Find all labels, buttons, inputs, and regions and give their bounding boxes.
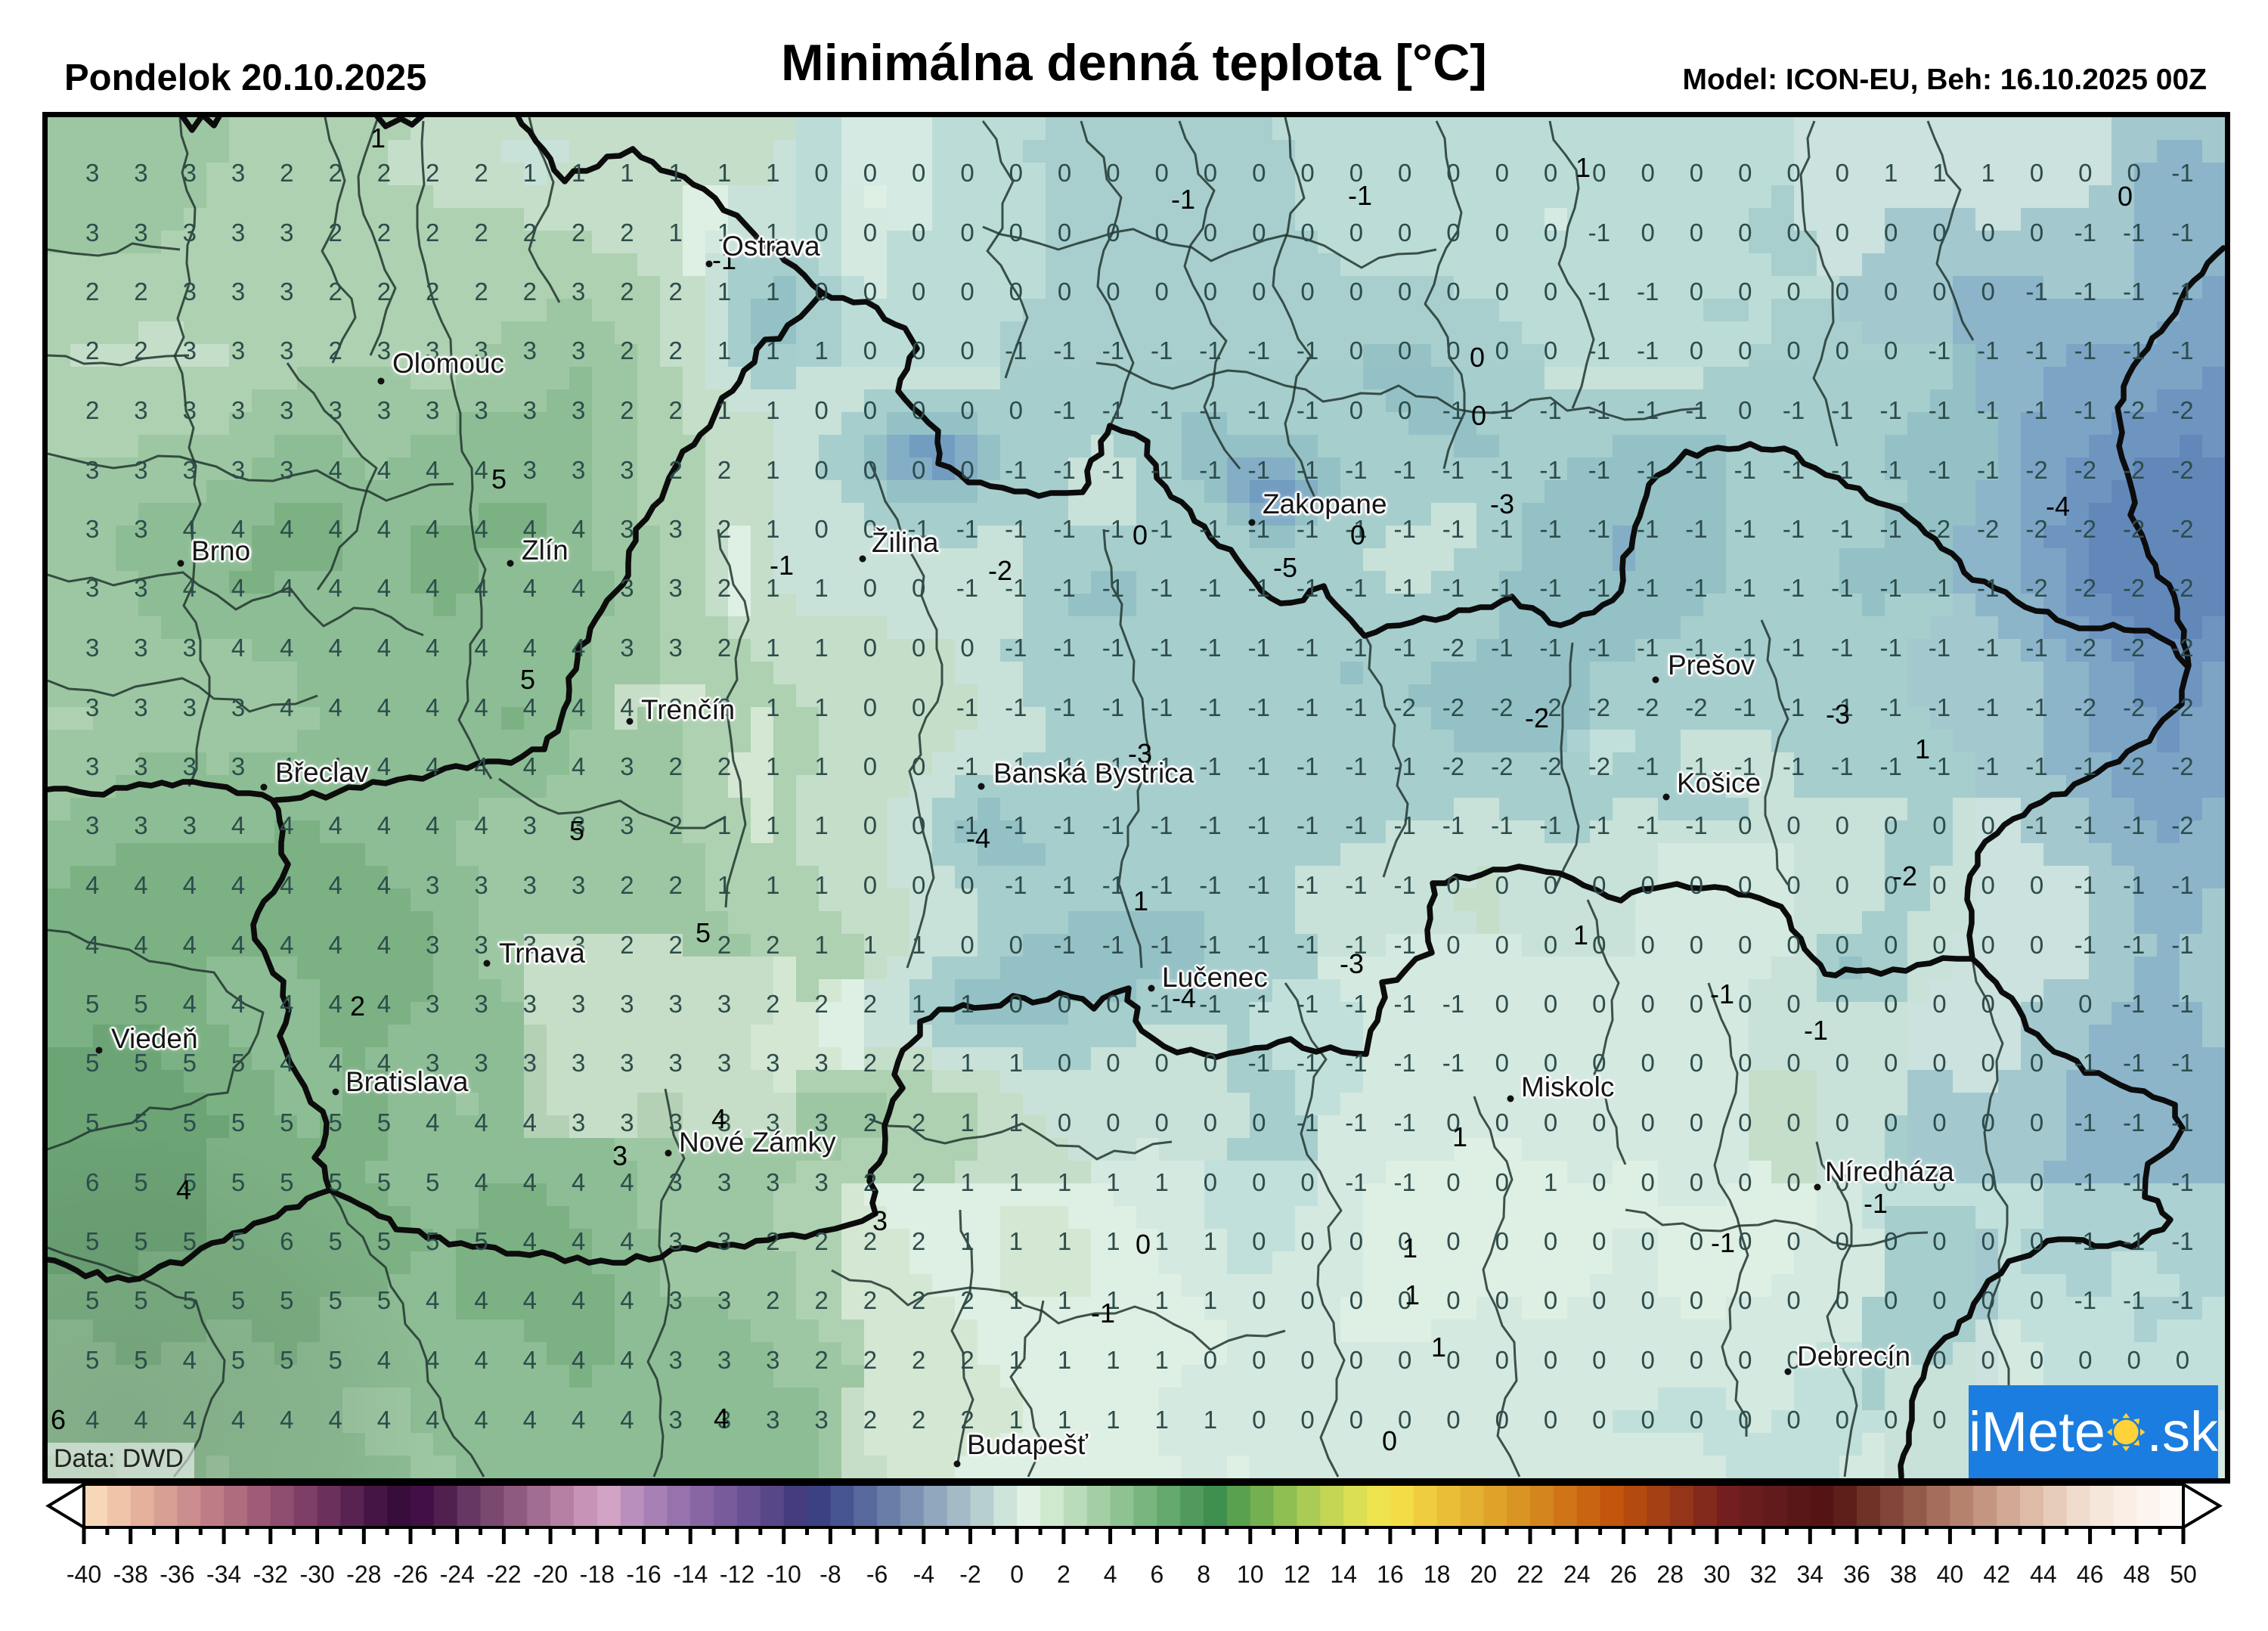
svg-text:-40: -40 (67, 1561, 101, 1588)
svg-text:-34: -34 (206, 1561, 241, 1588)
svg-text:-36: -36 (160, 1561, 194, 1588)
svg-text:4: 4 (1104, 1561, 1117, 1588)
svg-text:18: 18 (1424, 1561, 1451, 1588)
svg-text:-20: -20 (533, 1561, 568, 1588)
svg-text:24: 24 (1563, 1561, 1591, 1588)
svg-text:-6: -6 (866, 1561, 888, 1588)
svg-text:8: 8 (1197, 1561, 1210, 1588)
svg-text:40: 40 (1937, 1561, 1964, 1588)
svg-text:26: 26 (1610, 1561, 1637, 1588)
svg-text:6: 6 (1151, 1561, 1164, 1588)
svg-text:16: 16 (1377, 1561, 1404, 1588)
svg-text:-12: -12 (720, 1561, 754, 1588)
svg-text:10: 10 (1237, 1561, 1264, 1588)
svg-text:-4: -4 (913, 1561, 934, 1588)
svg-text:46: 46 (2077, 1561, 2104, 1588)
svg-text:50: 50 (2170, 1561, 2197, 1588)
svg-text:-14: -14 (673, 1561, 708, 1588)
svg-text:2: 2 (1057, 1561, 1070, 1588)
svg-text:-26: -26 (393, 1561, 428, 1588)
svg-text:42: 42 (1983, 1561, 2010, 1588)
svg-text:44: 44 (2030, 1561, 2057, 1588)
svg-text:-22: -22 (486, 1561, 521, 1588)
svg-text:22: 22 (1517, 1561, 1544, 1588)
svg-text:-16: -16 (626, 1561, 661, 1588)
svg-text:-2: -2 (959, 1561, 981, 1588)
svg-text:-32: -32 (253, 1561, 288, 1588)
svg-text:-28: -28 (346, 1561, 381, 1588)
svg-text:-38: -38 (113, 1561, 148, 1588)
svg-text:-30: -30 (299, 1561, 334, 1588)
svg-text:0: 0 (1010, 1561, 1024, 1588)
svg-text:-24: -24 (440, 1561, 475, 1588)
svg-text:32: 32 (1750, 1561, 1777, 1588)
svg-text:12: 12 (1284, 1561, 1311, 1588)
svg-text:28: 28 (1656, 1561, 1684, 1588)
svg-text:-18: -18 (580, 1561, 615, 1588)
svg-text:-10: -10 (767, 1561, 801, 1588)
svg-text:-8: -8 (820, 1561, 841, 1588)
svg-text:34: 34 (1797, 1561, 1824, 1588)
svg-text:38: 38 (1890, 1561, 1917, 1588)
svg-text:20: 20 (1470, 1561, 1498, 1588)
svg-text:14: 14 (1330, 1561, 1357, 1588)
svg-text:48: 48 (2124, 1561, 2151, 1588)
svg-text:30: 30 (1703, 1561, 1730, 1588)
svg-text:36: 36 (1843, 1561, 1870, 1588)
